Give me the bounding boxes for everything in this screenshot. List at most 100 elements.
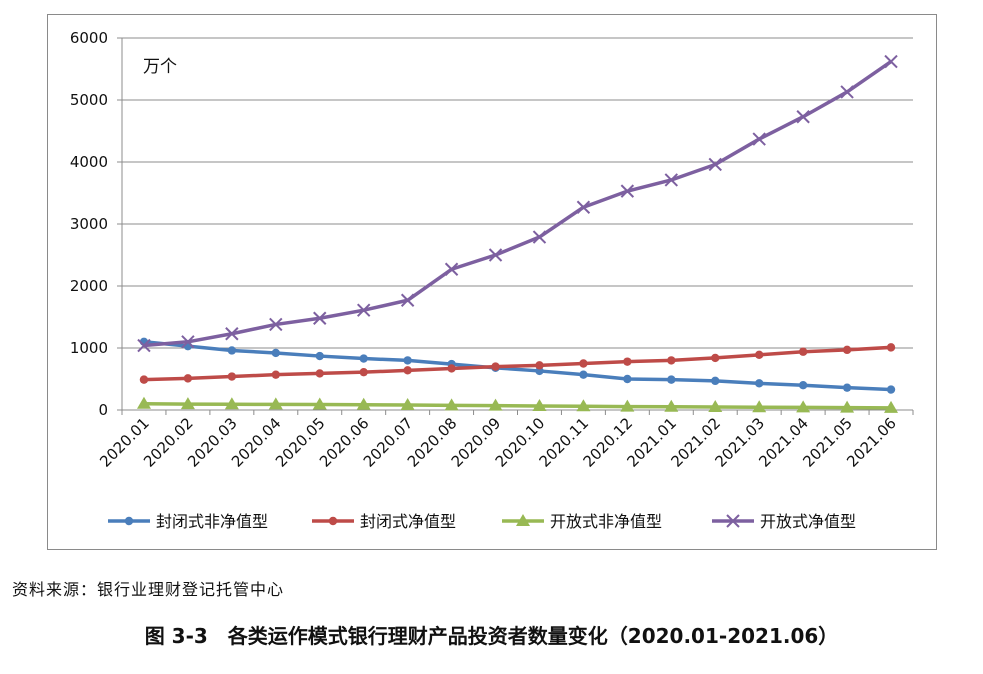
data-point [620, 399, 635, 412]
data-point [711, 353, 720, 363]
series-3 [136, 396, 899, 413]
y-tick-label: 0 [98, 401, 108, 419]
data-point [136, 396, 151, 409]
data-point [620, 184, 635, 198]
legend: 封闭式非净值型 封闭式净值型 开放式非净值型 开放式净值型 [108, 512, 856, 531]
data-point [840, 85, 854, 99]
data-point [579, 359, 588, 368]
data-point [225, 327, 239, 341]
data-point [400, 398, 415, 411]
data-point [754, 379, 764, 388]
y-tick-label: 6000 [70, 29, 108, 47]
y-tick-label: 4000 [70, 153, 108, 171]
legend-marker [516, 514, 530, 526]
legend-label: 开放式非净值型 [550, 512, 662, 531]
data-point [532, 398, 547, 411]
data-point [711, 376, 720, 386]
data-point [796, 400, 811, 413]
gridlines [122, 37, 913, 349]
series-line [143, 345, 892, 382]
legend-label: 封闭式非净值型 [156, 512, 268, 531]
data-point [798, 381, 808, 390]
data-point [840, 400, 855, 413]
legend-item: 封闭式净值型 [312, 512, 456, 531]
data-point [884, 400, 899, 413]
data-point [491, 362, 500, 371]
data-point [180, 397, 195, 410]
data-point [576, 200, 591, 214]
figure-caption: 图 3-3 各类运作模式银行理财产品投资者数量变化（2020.01-2021.0… [144, 624, 839, 648]
y-tick-label: 3000 [70, 215, 108, 233]
data-point [842, 383, 852, 392]
data-point [315, 351, 324, 361]
data-point [224, 397, 239, 410]
data-point [444, 398, 459, 411]
data-point [488, 248, 503, 262]
data-point [664, 399, 679, 412]
series-line [143, 340, 892, 392]
y-tick-label: 5000 [70, 91, 108, 109]
data-point [886, 385, 896, 394]
legend-label: 封闭式净值型 [360, 512, 456, 531]
data-point [623, 374, 632, 384]
legend-item: 开放式净值型 [712, 512, 856, 531]
y-tick-label: 2000 [70, 277, 108, 295]
data-point [796, 110, 810, 124]
data-point [183, 374, 193, 383]
data-point [884, 54, 898, 69]
data-point [798, 347, 808, 356]
data-point [667, 356, 676, 365]
data-point [359, 354, 368, 363]
data-point [227, 372, 237, 381]
data-point [708, 400, 723, 413]
x-tick-label: 2021.06 [843, 414, 900, 471]
data-point [312, 397, 327, 410]
legend-item: 开放式非净值型 [502, 512, 662, 531]
data-point [447, 364, 456, 373]
data-point [708, 157, 722, 172]
data-point [576, 399, 591, 412]
data-point [269, 317, 283, 332]
data-point [313, 311, 327, 325]
series-4 [137, 54, 898, 353]
x-tick-labels: 2020.012020.022020.032020.042020.052020.… [96, 414, 900, 471]
data-point [535, 361, 544, 370]
chart-frame [47, 14, 937, 550]
data-point [271, 370, 281, 379]
data-point [268, 397, 283, 410]
data-point [356, 303, 371, 317]
data-point [488, 398, 503, 411]
legend-marker [328, 516, 338, 526]
data-point [356, 397, 371, 410]
source-note: 资料来源：银行业理财登记托管中心 [12, 580, 285, 599]
series-line [143, 402, 892, 410]
series-2 [139, 343, 896, 384]
data-point [400, 293, 415, 307]
data-point [444, 262, 459, 276]
data-point [754, 350, 764, 360]
legend-marker [726, 514, 740, 528]
legend-item: 封闭式非净值型 [108, 512, 268, 531]
data-point [842, 345, 852, 355]
series-line [143, 60, 893, 348]
data-point [623, 357, 632, 366]
data-point [886, 343, 896, 352]
data-point [271, 348, 281, 358]
data-point [403, 356, 412, 365]
data-point [359, 367, 368, 377]
data-point [532, 230, 547, 244]
data-point [139, 375, 149, 384]
data-point [403, 366, 412, 375]
y-unit-label: 万个 [143, 57, 177, 77]
data-point [579, 370, 588, 379]
data-point [315, 369, 324, 378]
y-tick-labels: 0 1000 2000 3000 4000 5000 6000 [70, 29, 108, 419]
legend-label: 开放式净值型 [760, 512, 856, 531]
data-point [137, 338, 151, 353]
data-point [752, 132, 766, 146]
data-point [181, 335, 195, 349]
data-point [667, 375, 676, 384]
legend-marker [124, 516, 134, 526]
axes [117, 37, 914, 415]
data-point [664, 173, 679, 187]
